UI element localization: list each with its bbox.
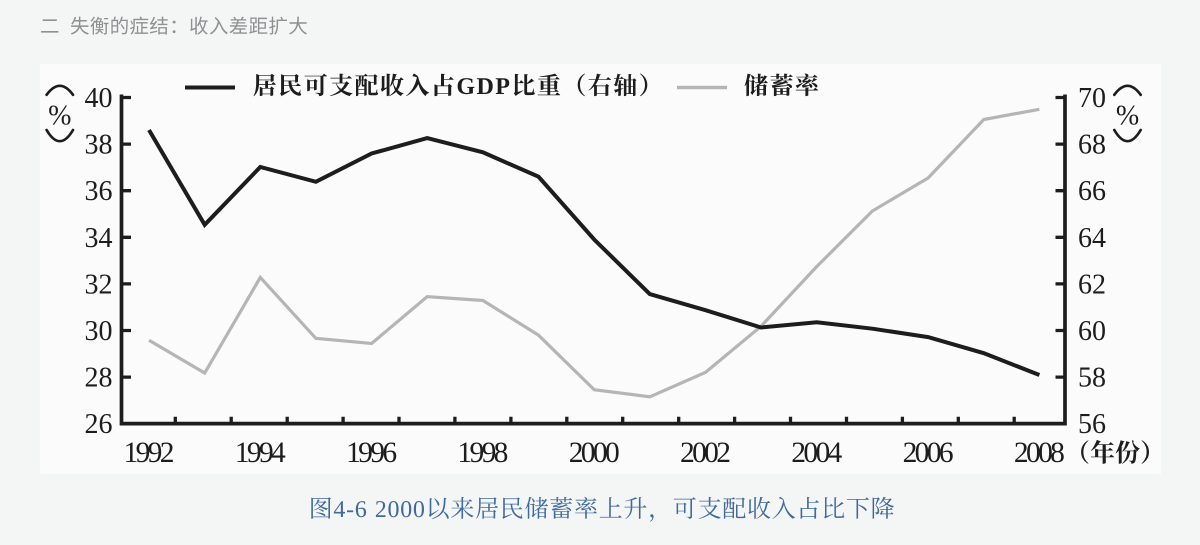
svg-text:32: 32 <box>85 269 113 300</box>
svg-text:36: 36 <box>85 176 113 207</box>
svg-text:2006: 2006 <box>903 437 954 469</box>
svg-text:40: 40 <box>85 83 113 114</box>
svg-text:64: 64 <box>1078 223 1106 254</box>
svg-text:1996: 1996 <box>346 437 397 469</box>
svg-text:%: % <box>48 101 71 132</box>
svg-text:1992: 1992 <box>124 437 175 469</box>
svg-text:2002: 2002 <box>680 437 731 469</box>
svg-text:62: 62 <box>1078 269 1106 300</box>
svg-text:1994: 1994 <box>235 437 286 469</box>
svg-text:66: 66 <box>1078 176 1106 207</box>
svg-text:2004: 2004 <box>791 437 842 469</box>
svg-text:56: 56 <box>1078 409 1106 440</box>
svg-text:30: 30 <box>85 316 113 347</box>
svg-text:34: 34 <box>85 223 113 254</box>
svg-text:60: 60 <box>1078 316 1106 347</box>
svg-text:2000: 2000 <box>569 437 620 469</box>
svg-text:58: 58 <box>1078 363 1106 394</box>
svg-text:2008: 2008 <box>1014 437 1065 469</box>
svg-text:%: % <box>1116 101 1139 132</box>
svg-text:68: 68 <box>1078 130 1106 161</box>
svg-text:1998: 1998 <box>457 437 508 469</box>
svg-text:26: 26 <box>85 409 113 440</box>
svg-text:28: 28 <box>85 363 113 394</box>
svg-text:70: 70 <box>1078 83 1106 114</box>
svg-text:38: 38 <box>85 130 113 161</box>
